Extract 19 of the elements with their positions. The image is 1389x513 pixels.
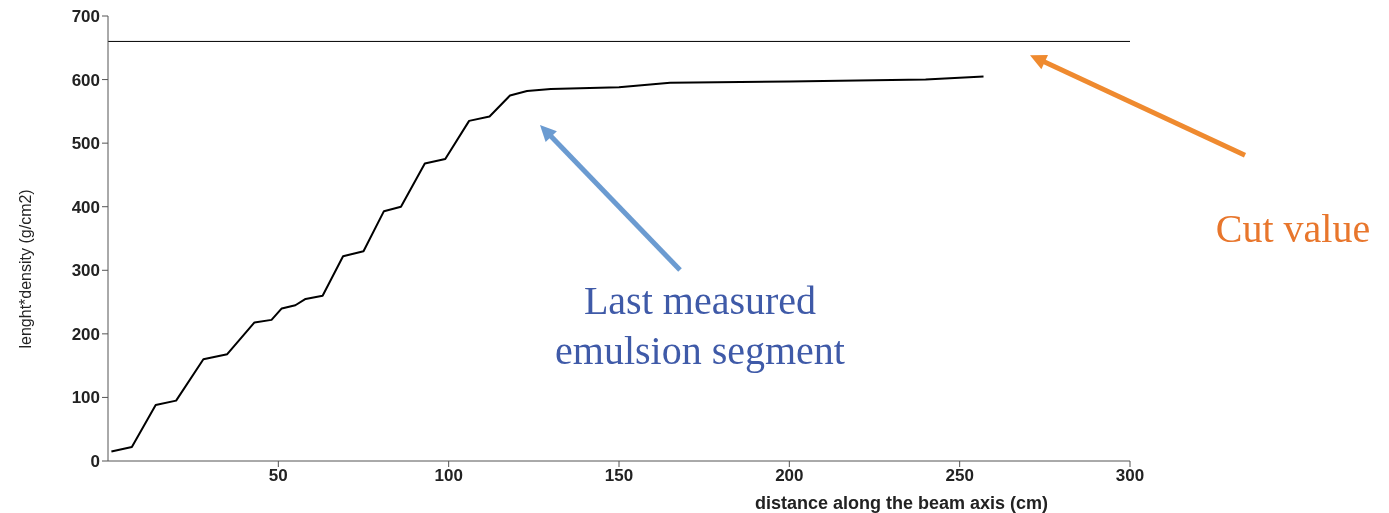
y-axis-title: lenght*density (g/cm2): [16, 189, 34, 349]
y-tick-label: 600: [71, 70, 100, 90]
y-tick-label: 700: [71, 7, 100, 27]
x-tick-label: 50: [268, 466, 288, 486]
x-tick-label: 200: [775, 466, 804, 486]
x-tick-label: 300: [1115, 466, 1145, 486]
y-tick-label: 100: [71, 388, 100, 408]
annotation: Last measured emulsion segment: [554, 277, 846, 375]
line-series: [110, 75, 985, 453]
y-tick-label: 500: [71, 134, 100, 154]
x-tick-label: 150: [604, 466, 634, 486]
y-tick-label: 400: [71, 197, 100, 217]
x-tick-label: 100: [434, 466, 463, 486]
x-tick-label: 250: [945, 466, 974, 486]
x-axis-title: distance along the beam axis (cm): [754, 493, 1048, 513]
text: Cut value: [1214, 205, 1372, 253]
y-tick-label: 200: [71, 324, 100, 344]
y-tick-label: 0: [90, 452, 100, 472]
y-tick-label: 300: [71, 261, 100, 281]
